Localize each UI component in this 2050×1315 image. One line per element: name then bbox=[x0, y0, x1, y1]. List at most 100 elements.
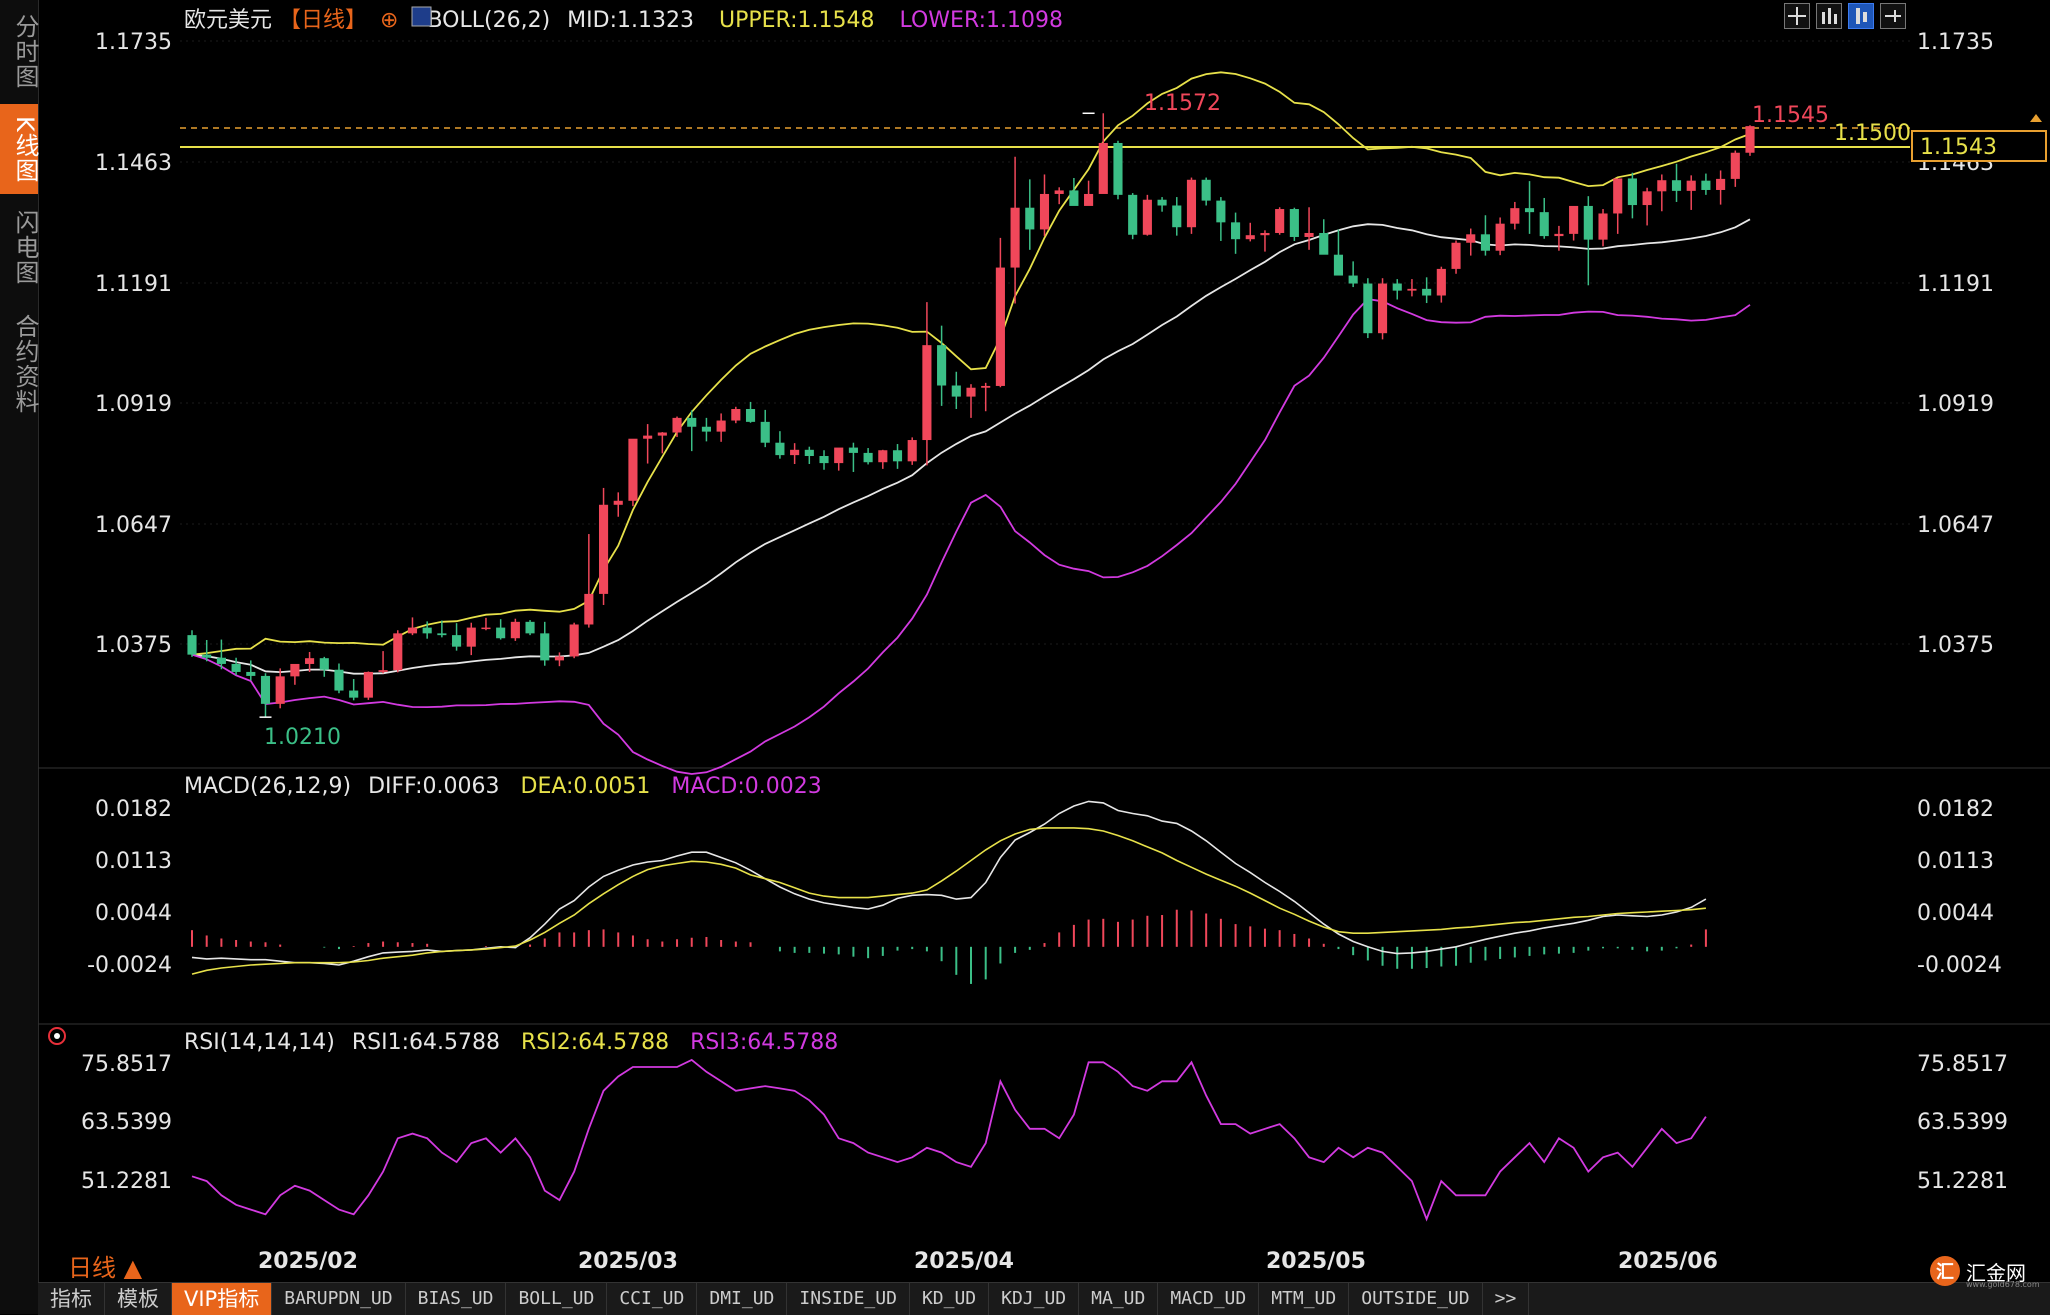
candle-body bbox=[907, 440, 917, 462]
arrow-right-icon[interactable] bbox=[1880, 3, 1906, 29]
candle-body bbox=[305, 658, 315, 664]
candle-body bbox=[1333, 254, 1344, 276]
indicator-tab[interactable]: INSIDE_UD bbox=[787, 1283, 910, 1315]
indicator-tab[interactable]: BOLL_UD bbox=[506, 1283, 608, 1315]
indicator-tab[interactable]: DMI_UD bbox=[697, 1283, 788, 1315]
period-toggle[interactable]: 日线 ▲ bbox=[68, 1254, 143, 1282]
indicator-tab[interactable]: >> bbox=[1483, 1283, 1530, 1315]
candle-body bbox=[701, 426, 711, 432]
rsi-tick-right: 51.2281 bbox=[1917, 1169, 2008, 1194]
sidebar-tab-contract-info[interactable]: 合约资料 bbox=[11, 314, 39, 414]
sidebar-tab-timeshare[interactable]: 分时图 bbox=[11, 13, 39, 89]
rsi2-value: RSI2:64.5788 bbox=[521, 1030, 669, 1055]
brand-logo: 汇 汇金网 www.gold678.com bbox=[1930, 1256, 2040, 1289]
rsi-lines bbox=[191, 1058, 1707, 1222]
indicator-tab[interactable]: MTM_UD bbox=[1259, 1283, 1350, 1315]
indicator-tab[interactable]: KDJ_UD bbox=[989, 1283, 1080, 1315]
bar-chart-icon[interactable] bbox=[1816, 3, 1842, 29]
candle-body bbox=[687, 417, 697, 427]
macd-diff: DIFF:0.0063 bbox=[368, 774, 499, 799]
price-tick-left: 1.1735 bbox=[95, 30, 172, 55]
candle-body bbox=[1289, 209, 1299, 237]
candle-body bbox=[1054, 190, 1064, 194]
x-tick: 2025/03 bbox=[578, 1249, 678, 1274]
logo-url: www.gold678.com bbox=[1966, 1280, 2040, 1289]
boll-label: BOLL(26,2) bbox=[427, 8, 550, 33]
indicator-tab[interactable]: MACD_UD bbox=[1158, 1283, 1260, 1315]
grid-lines bbox=[38, 40, 2050, 1025]
candle-body bbox=[1172, 205, 1182, 228]
candle-body bbox=[1422, 288, 1432, 296]
candle-body bbox=[393, 633, 403, 671]
boll-mid-line bbox=[191, 218, 1751, 675]
logo-text: 汇金网 bbox=[1966, 1260, 2026, 1285]
candle-body bbox=[1157, 199, 1167, 206]
candle-body bbox=[1716, 178, 1726, 190]
kline-icon[interactable] bbox=[1848, 3, 1874, 29]
crosshair-icon[interactable] bbox=[1784, 3, 1810, 29]
candle-body bbox=[657, 432, 667, 436]
indicator-tab[interactable]: 模板 bbox=[105, 1283, 172, 1315]
candle-body bbox=[1069, 190, 1079, 206]
indicator-tab[interactable]: VIP指标 bbox=[172, 1283, 273, 1315]
candle-body bbox=[1128, 194, 1138, 235]
candle-body bbox=[349, 690, 359, 698]
price-axis: 1.1735 1.1463 1.1191 1.0919 1.0647 1.037… bbox=[95, 30, 1994, 658]
candle-body bbox=[260, 675, 271, 704]
candle-body bbox=[878, 450, 888, 463]
candle-body bbox=[643, 435, 653, 439]
low-label: 1.0210 bbox=[264, 725, 341, 750]
indicator-tab[interactable]: CCI_UD bbox=[607, 1283, 698, 1315]
macd-dea-line bbox=[191, 827, 1706, 975]
indicator-tab[interactable]: BARUPDN_UD bbox=[272, 1283, 406, 1315]
sidebar-tab-kline[interactable]: K线图 bbox=[0, 104, 39, 194]
candle-body bbox=[481, 627, 491, 630]
candle-body bbox=[613, 500, 623, 505]
boll-header: 欧元美元 【日线】 ⊕ BOLL(26,2) MID:1.1323 UPPER:… bbox=[184, 8, 1063, 33]
rsi-line bbox=[191, 1058, 1707, 1222]
sidebar: 分时图 K线图 闪电图 合约资料 bbox=[0, 0, 39, 1314]
indicator-tab[interactable]: BIAS_UD bbox=[406, 1283, 507, 1315]
price-tick-right: 1.1191 bbox=[1917, 272, 1994, 297]
macd-histogram bbox=[191, 909, 1707, 984]
candle-body bbox=[422, 627, 432, 634]
candle-body bbox=[848, 447, 858, 453]
candle-body bbox=[951, 385, 961, 397]
candle-body bbox=[731, 409, 741, 421]
candle-body bbox=[202, 654, 212, 658]
x-tick: 2025/05 bbox=[1266, 1249, 1366, 1274]
macd-tick-left: 0.0113 bbox=[95, 849, 172, 874]
candles bbox=[187, 112, 1755, 718]
candle-body bbox=[966, 387, 976, 397]
sidebar-tab-flash[interactable]: 闪电图 bbox=[11, 209, 39, 285]
candle-body bbox=[437, 633, 447, 636]
candle-body bbox=[1510, 208, 1520, 224]
candle-body bbox=[1686, 180, 1696, 191]
indicator-tab[interactable]: OUTSIDE_UD bbox=[1349, 1283, 1483, 1315]
candle-body bbox=[937, 345, 947, 386]
current-price-label: 1.1543 bbox=[1920, 135, 1997, 160]
boll-indicator-icon[interactable] bbox=[411, 6, 432, 27]
price-alert-icon[interactable] bbox=[2030, 114, 2042, 122]
settings-dot-icon[interactable] bbox=[48, 1027, 66, 1045]
add-icon[interactable]: ⊕ bbox=[380, 8, 398, 33]
boll-mid: MID:1.1323 bbox=[567, 8, 694, 33]
indicator-tab[interactable]: KD_UD bbox=[910, 1283, 990, 1315]
candle-body bbox=[892, 450, 903, 462]
rsi-tick-left: 51.2281 bbox=[81, 1169, 172, 1194]
candle-body bbox=[598, 504, 609, 594]
price-tick-right: 1.0375 bbox=[1917, 633, 1994, 658]
indicator-tab[interactable]: MA_UD bbox=[1079, 1283, 1159, 1315]
rsi-axis: 75.8517 63.5399 51.2281 75.8517 63.5399 … bbox=[81, 1052, 2008, 1194]
candle-body bbox=[466, 627, 476, 647]
candle-body bbox=[1745, 126, 1755, 153]
indicator-tab[interactable]: 指标 bbox=[38, 1283, 105, 1315]
candle-body bbox=[1598, 213, 1608, 240]
candle-body bbox=[319, 658, 329, 670]
boll-upper: UPPER:1.1548 bbox=[719, 8, 875, 33]
candle-body bbox=[187, 635, 197, 655]
candle-body bbox=[1657, 180, 1667, 192]
candle-body bbox=[1554, 233, 1564, 237]
candle-body bbox=[1539, 212, 1549, 237]
